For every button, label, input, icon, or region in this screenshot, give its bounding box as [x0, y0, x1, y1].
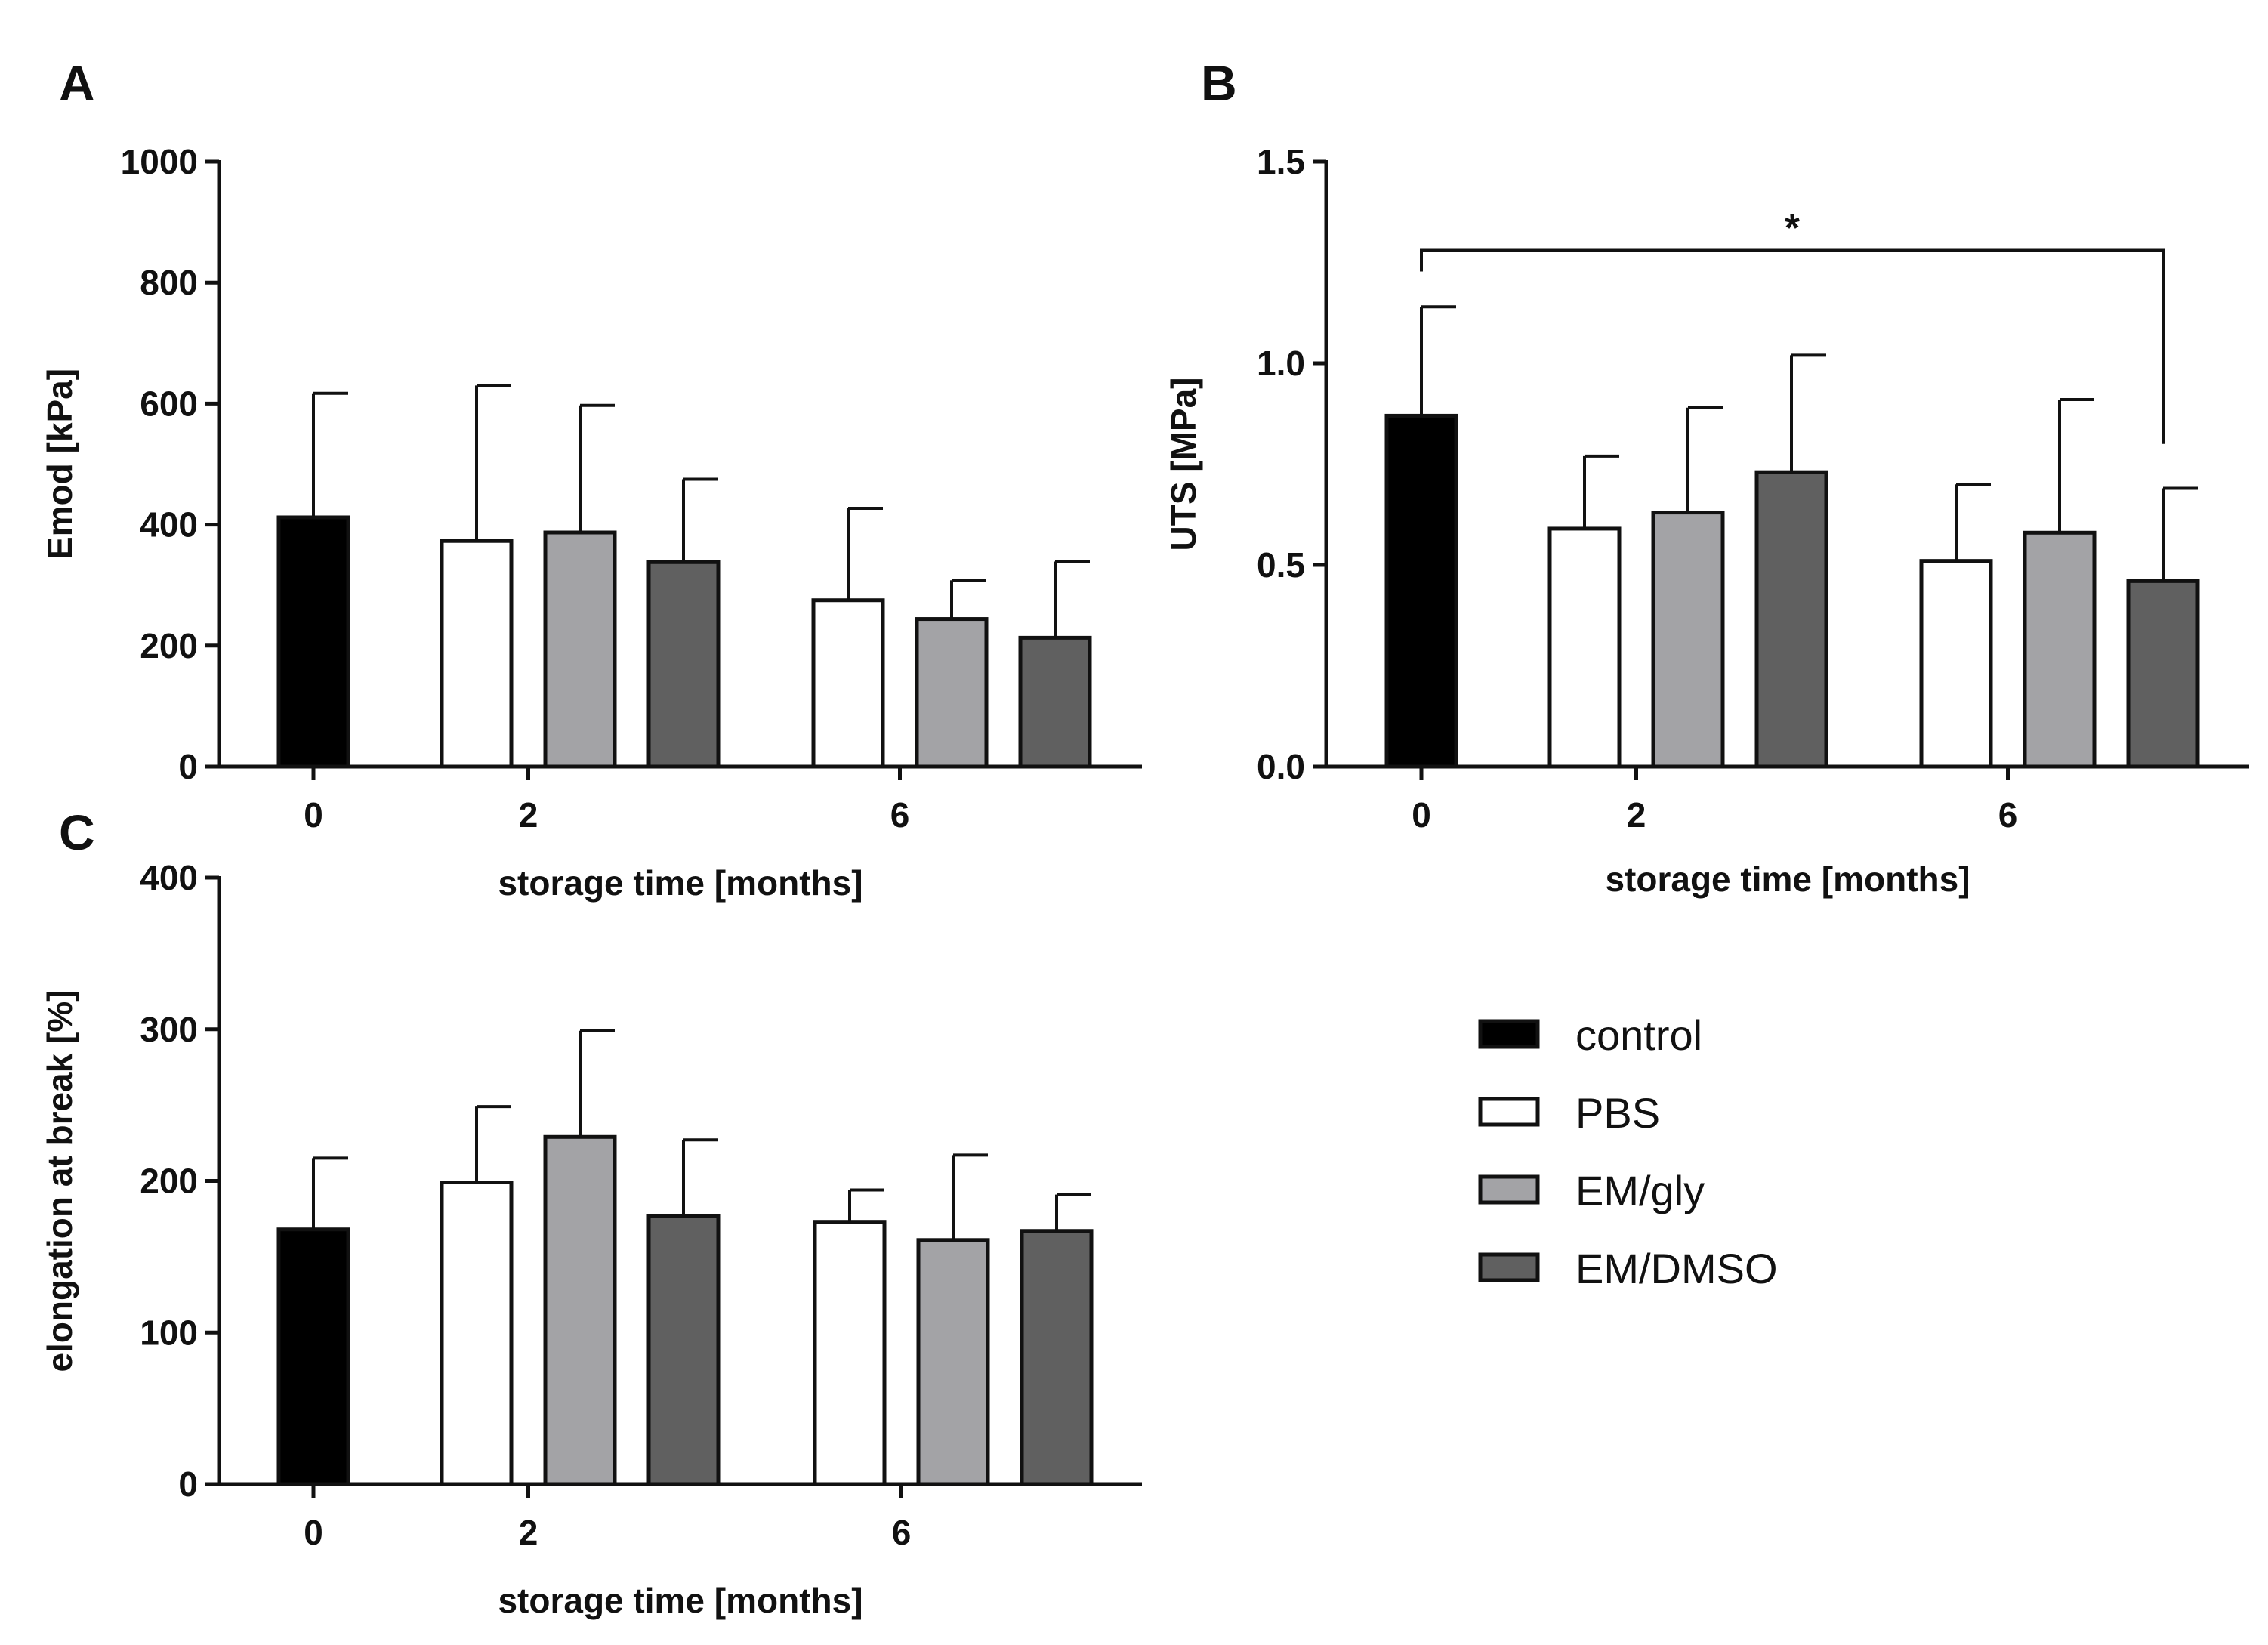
- y-tick-label: 100: [140, 1313, 198, 1352]
- y-tick-label: 200: [140, 626, 198, 665]
- legend-label: control: [1575, 1011, 1702, 1059]
- significance-star: *: [1785, 206, 1801, 250]
- legend-swatch-em-dmso: [1478, 1252, 1540, 1282]
- panel-a: A 0 200 400 600 800 1000 0 2 6 storage time [month…: [40, 55, 1142, 903]
- y-tick-label: 0.0: [1257, 747, 1305, 786]
- legend: control PBS EM/gly EM/DMSO: [1478, 1011, 1778, 1292]
- bar-em-gly: [2023, 530, 2097, 769]
- panel-letter: A: [59, 55, 95, 111]
- bar-pbs: [811, 598, 885, 769]
- bar-em-dmso: [1754, 470, 1828, 769]
- bar-pbs: [1547, 526, 1622, 769]
- panel-letter: C: [59, 804, 95, 860]
- bar-pbs: [440, 539, 514, 769]
- y-tick-label: 0: [178, 1464, 198, 1504]
- legend-label: EM/gly: [1575, 1167, 1705, 1214]
- y-tick-label: 800: [140, 263, 198, 302]
- bar-em-gly: [916, 1238, 990, 1486]
- x-axis-title: storage time [months]: [1605, 860, 1970, 899]
- panel-b: B 0.0 0.5 1.0 1.5 0 2 6 storage time [months] UTS…: [1164, 55, 2249, 899]
- x-tick-label: 0: [1412, 795, 1431, 835]
- bar-pbs: [813, 1220, 887, 1486]
- legend-swatch-control: [1478, 1019, 1540, 1049]
- bar-pbs: [1919, 559, 1993, 769]
- bar-em-gly: [1651, 511, 1725, 769]
- legend-swatch-em-gly: [1478, 1174, 1540, 1205]
- legend-label: EM/DMSO: [1575, 1245, 1778, 1292]
- bar-em-gly: [915, 617, 989, 769]
- y-axis-title: Emod [kPa]: [40, 369, 79, 560]
- x-tick-label: 6: [1998, 795, 2018, 835]
- y-tick-label: 1.5: [1257, 142, 1305, 181]
- bar-em-gly: [543, 1134, 617, 1486]
- bar-control: [276, 515, 350, 769]
- panel-c: C 0 100 200 300 400 0 2 6 storage time [months] el…: [40, 804, 1142, 1620]
- x-tick-label: 2: [519, 795, 538, 835]
- legend-label: PBS: [1575, 1089, 1660, 1137]
- y-tick-label: 1000: [121, 142, 198, 181]
- x-axis-title: storage time [months]: [498, 1581, 862, 1620]
- y-tick-label: 1.0: [1257, 344, 1305, 383]
- x-tick-label: 6: [892, 1513, 912, 1552]
- x-tick-label: 2: [1627, 795, 1646, 835]
- bar-em-dmso: [646, 560, 721, 769]
- bar-em-dmso: [646, 1214, 721, 1486]
- significance-bracket: [1420, 248, 2165, 444]
- x-tick-label: 2: [519, 1513, 538, 1552]
- bar-em-dmso: [2126, 579, 2200, 769]
- y-tick-label: 0: [178, 747, 198, 786]
- bar-em-gly: [543, 530, 617, 769]
- bar-em-dmso: [1020, 1229, 1094, 1486]
- y-tick-label: 400: [140, 505, 198, 545]
- x-tick-label: 0: [304, 795, 323, 835]
- x-tick-label: 0: [304, 1513, 323, 1552]
- y-tick-label: 200: [140, 1162, 198, 1201]
- x-axis-title: storage time [months]: [498, 863, 862, 903]
- y-axis-title: elongation at break [%]: [40, 989, 79, 1372]
- bar-control: [276, 1227, 350, 1486]
- y-tick-label: 600: [140, 384, 198, 423]
- bar-em-dmso: [1018, 635, 1092, 769]
- y-tick-label: 0.5: [1257, 545, 1305, 585]
- legend-swatch-pbs: [1478, 1097, 1540, 1127]
- y-axis-title: UTS [MPa]: [1164, 378, 1203, 551]
- bar-control: [1384, 413, 1458, 769]
- panel-letter: B: [1201, 55, 1237, 111]
- y-tick-label: 300: [140, 1010, 198, 1049]
- x-tick-label: 6: [890, 795, 910, 835]
- bar-pbs: [440, 1181, 514, 1486]
- y-tick-label: 400: [140, 858, 198, 897]
